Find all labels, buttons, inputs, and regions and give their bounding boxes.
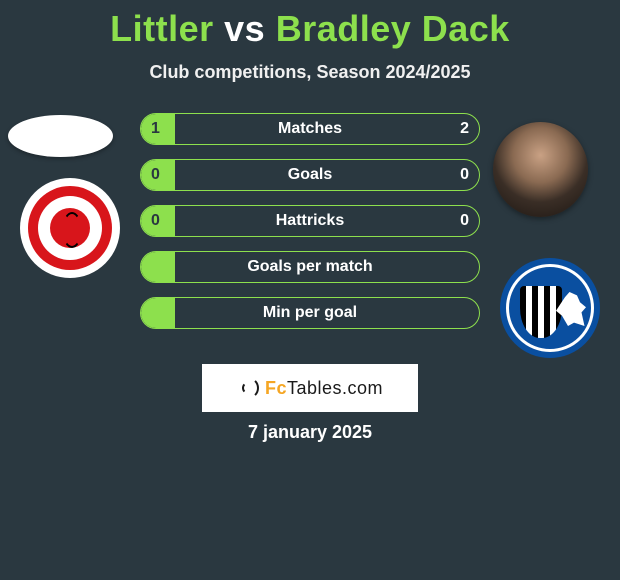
stat-label: Hattricks [141,206,479,236]
stat-value-left: 0 [151,160,160,190]
stats-area: Matches12Goals00Hattricks00Goals per mat… [0,113,620,383]
watermark-suffix: Tables.com [287,378,383,398]
watermark-prefix: Fc [265,378,287,398]
stat-label: Min per goal [141,298,479,328]
stat-value-right: 0 [460,206,469,236]
stat-row: Goals per match [140,251,480,283]
stat-label: Goals [141,160,479,190]
stat-label: Matches [141,114,479,144]
stat-row: Hattricks0 0 [140,205,480,237]
subtitle: Club competitions, Season 2024/2025 [0,62,620,83]
stat-label: Goals per match [141,252,479,282]
stat-value-left: 1 [151,114,160,144]
date-label: 7 january 2025 [0,422,620,443]
stat-row: Min per goal [140,297,480,329]
stat-value-left: 0 [151,206,160,236]
page-title: Littler vs Bradley Dack [0,0,620,50]
title-player1: Littler [110,8,214,49]
stat-value-right: 2 [460,114,469,144]
watermark-badge: FcTables.com [202,364,418,412]
stat-value-right: 0 [460,160,469,190]
stat-row: Matches1 2 [140,113,480,145]
title-vs: vs [214,8,276,49]
title-player2: Bradley Dack [276,8,510,49]
stat-row: Goals0 0 [140,159,480,191]
watermark-icon [237,377,259,399]
